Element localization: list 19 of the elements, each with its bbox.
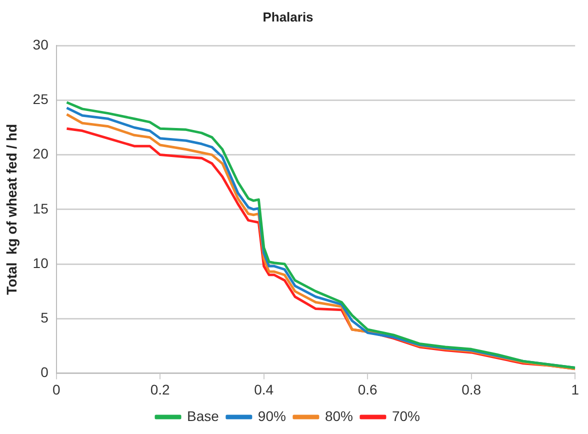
chart-title: Phalaris — [262, 9, 314, 24]
x-tick-label: 0.4 — [254, 381, 274, 398]
legend-label: 90% — [258, 408, 286, 424]
x-tick-label: 0.6 — [358, 381, 378, 398]
x-tick-label: 0.2 — [150, 381, 170, 398]
x-tick-label: 1 — [571, 381, 580, 398]
legend-label: 70% — [392, 408, 420, 424]
y-tick-label: 20 — [32, 146, 49, 162]
y-tick-label: 0 — [40, 364, 49, 380]
legend-label: Base — [187, 408, 220, 424]
y-tick-label: 10 — [32, 254, 49, 271]
y-tick-label: 5 — [40, 309, 49, 326]
x-tick-label: 0 — [52, 381, 60, 398]
y-axis-title: Total kg of wheat fed / hd — [3, 124, 20, 295]
y-tick-label: 15 — [32, 200, 49, 216]
y-tick-label: 25 — [32, 91, 49, 108]
y-tick-label: 30 — [32, 36, 49, 52]
legend-label: 80% — [324, 408, 353, 424]
x-tick-label: 0.8 — [462, 381, 482, 398]
